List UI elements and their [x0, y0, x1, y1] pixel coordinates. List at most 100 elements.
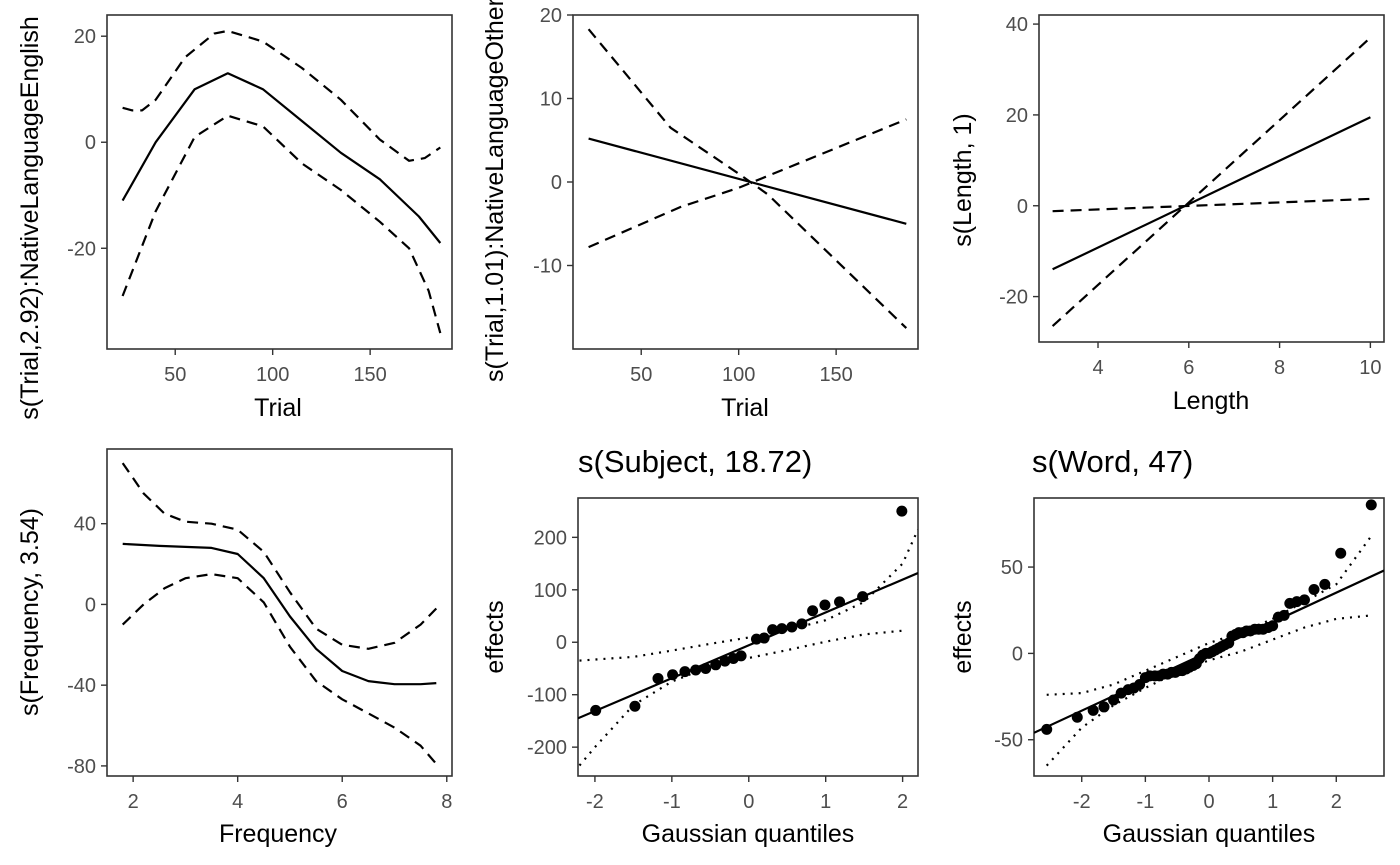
x-axis-label: Length	[1173, 387, 1249, 415]
x-tick-label: 0	[743, 791, 754, 813]
x-tick-label: -2	[586, 791, 604, 813]
y-tick-label: -40	[67, 675, 96, 697]
panel-length: 4 6 8 10 40 20 0 -20 Length s(Length, 1)	[949, 14, 1385, 415]
data-point	[776, 623, 788, 635]
x-tick-label: 150	[353, 364, 386, 386]
y-tick-label: 10	[540, 89, 562, 111]
y-tick-label: -20	[999, 287, 1028, 309]
y-tick-label: -20	[67, 238, 96, 260]
x-tick-label: -2	[1073, 791, 1091, 813]
x-tick-label: 50	[164, 364, 186, 386]
y-tick-label: 20	[540, 5, 562, 27]
plot-frame	[106, 14, 453, 350]
x-tick-label: 4	[1092, 357, 1103, 379]
y-tick-label: 0	[1017, 196, 1028, 218]
smooth-fit-line	[1052, 116, 1371, 271]
data-point	[1071, 711, 1083, 723]
data-point	[679, 666, 691, 678]
plot-frame	[1038, 14, 1385, 343]
x-tick-label: 100	[256, 364, 289, 386]
plot-frame	[106, 448, 453, 777]
data-point	[1298, 594, 1310, 606]
data-point	[590, 704, 602, 716]
y-tick-label: 20	[1006, 105, 1028, 127]
data-point	[1365, 499, 1377, 511]
plot-frame	[577, 497, 919, 777]
data-point	[758, 632, 770, 644]
y-tick-label: 20	[74, 26, 96, 48]
confidence-band-line	[587, 28, 908, 329]
x-tick-label: 100	[722, 364, 755, 386]
data-point	[700, 662, 712, 674]
x-tick-label: 50	[630, 364, 652, 386]
x-tick-label: 6	[1183, 357, 1194, 379]
plot-frame	[572, 14, 919, 350]
x-axis-label: Trial	[721, 394, 769, 422]
data-point	[834, 596, 846, 608]
x-tick-label: 1	[1267, 791, 1278, 813]
data-point	[719, 655, 731, 667]
confidence-band-line	[121, 114, 442, 334]
y-tick-label: 40	[1006, 14, 1028, 36]
x-tick-label: 2	[128, 791, 139, 813]
x-tick-label: 10	[1359, 357, 1381, 379]
data-point	[786, 621, 798, 633]
y-tick-label: 50	[1001, 557, 1023, 579]
y-tick-label: 200	[534, 527, 567, 549]
data-point	[1278, 609, 1290, 621]
y-tick-label: -50	[994, 730, 1023, 752]
panel-trial-english: 50 100 150200-20Trials(Trial,2.92):NativeL…	[16, 14, 453, 422]
data-point	[652, 672, 664, 684]
y-tick-label: -80	[67, 756, 96, 778]
data-point	[1308, 584, 1320, 596]
plot-frame	[1033, 497, 1385, 777]
y-axis-label: s(Trial,2.92):NativeLanguageEnglish	[16, 16, 44, 419]
y-tick-label: 0	[556, 632, 567, 654]
y-tick-label: -200	[527, 737, 567, 759]
data-point	[1087, 704, 1099, 716]
x-axis-label: Frequency	[219, 820, 338, 848]
data-point	[629, 700, 641, 712]
y-axis-label: effects	[481, 600, 509, 673]
upper-envelope-line	[1046, 535, 1373, 696]
panel-trial-other: 50 100 15020100-10Trials(Trial,1.01):Nativ…	[481, 0, 919, 422]
confidence-band-line	[588, 118, 907, 249]
upper-envelope-line	[579, 529, 918, 662]
data-point	[1098, 701, 1110, 713]
x-tick-label: -1	[1136, 791, 1154, 813]
x-axis-label: Gaussian quantiles	[642, 820, 855, 848]
data-point	[710, 659, 722, 671]
x-axis-label: Gaussian quantiles	[1103, 820, 1316, 848]
y-tick-label: -100	[527, 685, 567, 707]
y-axis-label: s(Length, 1)	[949, 113, 977, 246]
y-axis-label: effects	[949, 600, 977, 673]
panel-title: s(Subject, 18.72)	[578, 444, 812, 479]
x-tick-label: 6	[337, 791, 348, 813]
data-point	[667, 669, 679, 681]
y-tick-label: 100	[534, 580, 567, 602]
y-tick-label: 0	[551, 172, 562, 194]
data-point	[857, 591, 869, 603]
x-tick-label: 2	[1331, 791, 1342, 813]
data-point	[1108, 694, 1120, 706]
lower-envelope-line	[578, 629, 903, 767]
x-tick-label: 2	[897, 791, 908, 813]
y-tick-label: 0	[1012, 643, 1023, 665]
x-tick-label: 4	[232, 791, 243, 813]
panel-word-qq: -2 -1 0 1 2 50 0 -50 Gaussian quantiles effects s(…	[949, 444, 1385, 848]
data-point	[767, 624, 779, 636]
data-point	[1267, 620, 1279, 632]
data-point	[1041, 723, 1053, 735]
data-point	[735, 650, 747, 662]
confidence-band-line	[122, 29, 441, 162]
data-point	[896, 505, 908, 517]
data-point	[1319, 578, 1331, 590]
data-point	[796, 618, 808, 630]
data-point	[690, 664, 702, 676]
y-tick-label: 0	[85, 594, 96, 616]
x-axis-label: Trial	[254, 394, 302, 422]
data-point	[819, 599, 831, 611]
x-tick-label: 8	[441, 791, 452, 813]
y-tick-label: 40	[74, 514, 96, 536]
